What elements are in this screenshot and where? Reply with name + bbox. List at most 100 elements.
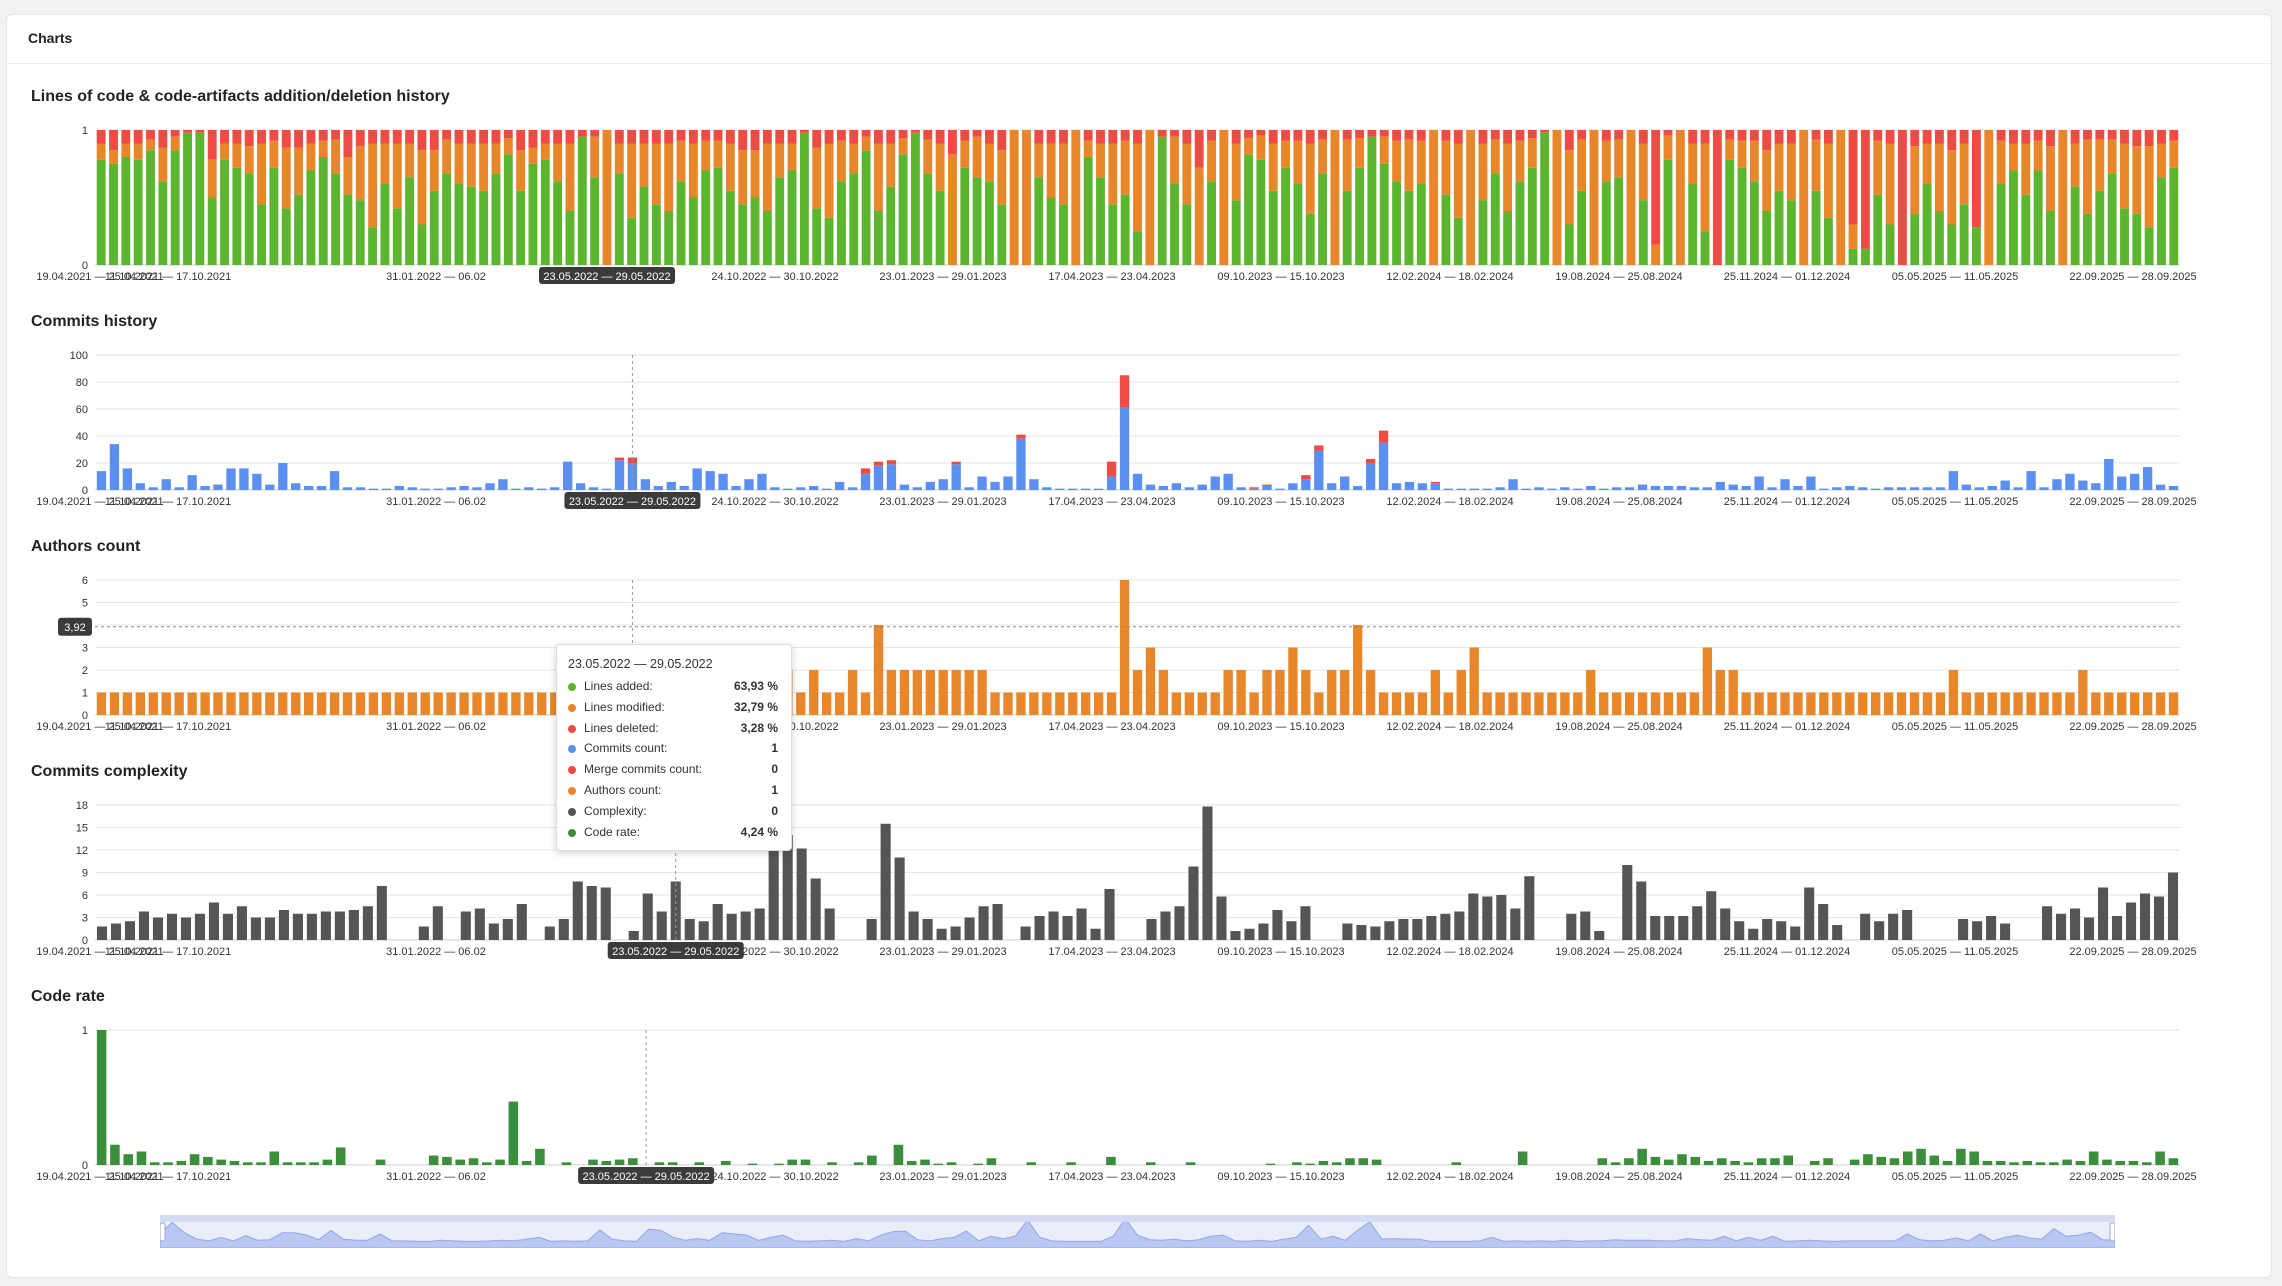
bar-authors-count[interactable] [1845,692,1855,716]
bar-lines-modified[interactable] [1577,139,1587,191]
bar-authors-count[interactable] [1624,692,1635,716]
bar-merge-commits-count[interactable] [1378,430,1389,443]
bar-lines-deleted[interactable] [676,130,686,141]
bar-complexity[interactable] [1720,908,1731,941]
bar-code-rate[interactable] [442,1156,452,1165]
bar-complexity[interactable] [698,921,709,940]
bar-authors-count[interactable] [1573,692,1583,716]
bar-authors-count[interactable] [1197,692,1207,716]
bar-commits-count[interactable] [278,463,288,490]
bar-lines-modified[interactable] [1059,143,1068,205]
bar-commits-count[interactable] [2168,485,2179,490]
bar-code-rate[interactable] [1318,1160,1329,1165]
bar-complexity[interactable] [250,917,261,941]
bar-complexity[interactable] [936,928,947,940]
bar-complexity[interactable] [950,926,961,941]
bar-authors-count[interactable] [2039,692,2049,716]
bar-code-rate[interactable] [1876,1156,1886,1165]
bar-merge-commits-count[interactable] [627,457,638,463]
bar-complexity[interactable] [502,919,513,940]
bar-authors-count[interactable] [1909,692,1920,716]
bar-commits-count[interactable] [1365,463,1376,490]
bar-merge-commits-count[interactable] [614,457,625,461]
bar-code-rate[interactable] [787,1159,797,1165]
bar-commits-count[interactable] [614,460,625,490]
bar-authors-count[interactable] [1935,692,1946,716]
bar-commits-count[interactable] [1909,487,1920,490]
bar-commits-count[interactable] [226,468,236,490]
bar-commits-count[interactable] [1119,407,1130,490]
bar-code-rate[interactable] [1823,1158,1833,1165]
bar-lines-added[interactable] [1786,200,1796,265]
bar-lines-added[interactable] [405,177,415,265]
bar-complexity[interactable] [488,923,499,941]
bar-complexity[interactable] [964,917,975,941]
bar-lines-added[interactable] [1638,200,1648,265]
bar-authors-count[interactable] [1987,692,1997,716]
bar-authors-count[interactable] [1119,580,1130,715]
bar-commits-count[interactable] [1689,487,1700,490]
bar-commits-count[interactable] [1637,484,1648,490]
bar-lines-modified[interactable] [1207,140,1216,182]
bar-lines-modified[interactable] [985,143,994,182]
bar-lines-modified[interactable] [1823,143,1833,218]
bar-authors-count[interactable] [1586,670,1596,715]
bar-commits-count[interactable] [1210,476,1220,491]
bar-complexity[interactable] [1524,876,1535,940]
bar-commits-count[interactable] [640,479,651,490]
bar-lines-added[interactable] [1416,184,1426,265]
bar-commits-count[interactable] [757,473,767,490]
bar-lines-added[interactable] [1503,211,1513,265]
bar-lines-deleted[interactable] [1860,130,1870,249]
bar-authors-count[interactable] [1495,692,1505,716]
bar-commits-count[interactable] [1702,487,1712,490]
bar-code-rate[interactable] [2088,1151,2099,1166]
bar-complexity[interactable] [1412,919,1423,940]
bar-lines-deleted[interactable] [528,130,538,148]
bar-authors-count[interactable] [1340,670,1350,715]
bar-authors-count[interactable] [2000,692,2010,716]
bar-lines-deleted[interactable] [1614,130,1624,140]
bar-lines-modified[interactable] [725,143,735,191]
bar-complexity[interactable] [2167,872,2179,941]
bar-commits-count[interactable] [1262,485,1272,490]
bar-lines-deleted[interactable] [824,130,834,144]
bar-code-rate[interactable] [1066,1162,1076,1165]
bar-lines-deleted[interactable] [1059,130,1068,144]
bar-lines-modified[interactable] [1009,130,1019,265]
bar-merge-commits-count[interactable] [1106,461,1117,477]
bar-complexity[interactable] [166,913,178,940]
bar-lines-modified[interactable] [1688,143,1698,185]
bar-code-rate[interactable] [136,1151,147,1166]
bar-lines-added[interactable] [429,190,439,265]
bar-complexity[interactable] [348,910,359,940]
bar-commits-count[interactable] [96,471,107,490]
bar-lines-modified[interactable] [331,139,341,174]
bar-authors-count[interactable] [1210,692,1220,716]
bar-lines-added[interactable] [1096,177,1105,265]
bar-authors-count[interactable] [1974,692,1984,716]
bar-lines-deleted[interactable] [812,130,822,148]
bar-lines-added[interactable] [910,132,920,265]
bar-lines-modified[interactable] [1762,150,1772,211]
bar-lines-deleted[interactable] [2107,130,2117,140]
bar-complexity[interactable] [1986,916,1997,940]
bar-lines-modified[interactable] [1848,224,1858,249]
bar-commits-count[interactable] [135,483,145,490]
bar-authors-count[interactable] [1508,692,1518,716]
bar-lines-deleted[interactable] [2144,130,2154,147]
bar-complexity[interactable] [1090,928,1101,940]
bar-lines-deleted[interactable] [417,130,427,151]
bar-lines-modified[interactable] [1614,139,1624,178]
bar-lines-modified[interactable] [812,147,822,209]
bar-complexity[interactable] [586,886,597,940]
bar-lines-deleted[interactable] [787,130,797,144]
bar-lines-deleted[interactable] [318,130,328,141]
bar-lines-added[interactable] [2144,227,2154,265]
bar-authors-count[interactable] [498,692,508,716]
bar-commits-count[interactable] [433,488,443,490]
bar-lines-modified[interactable] [2083,139,2092,214]
bar-authors-count[interactable] [1301,670,1311,715]
bar-lines-deleted[interactable] [109,130,118,151]
